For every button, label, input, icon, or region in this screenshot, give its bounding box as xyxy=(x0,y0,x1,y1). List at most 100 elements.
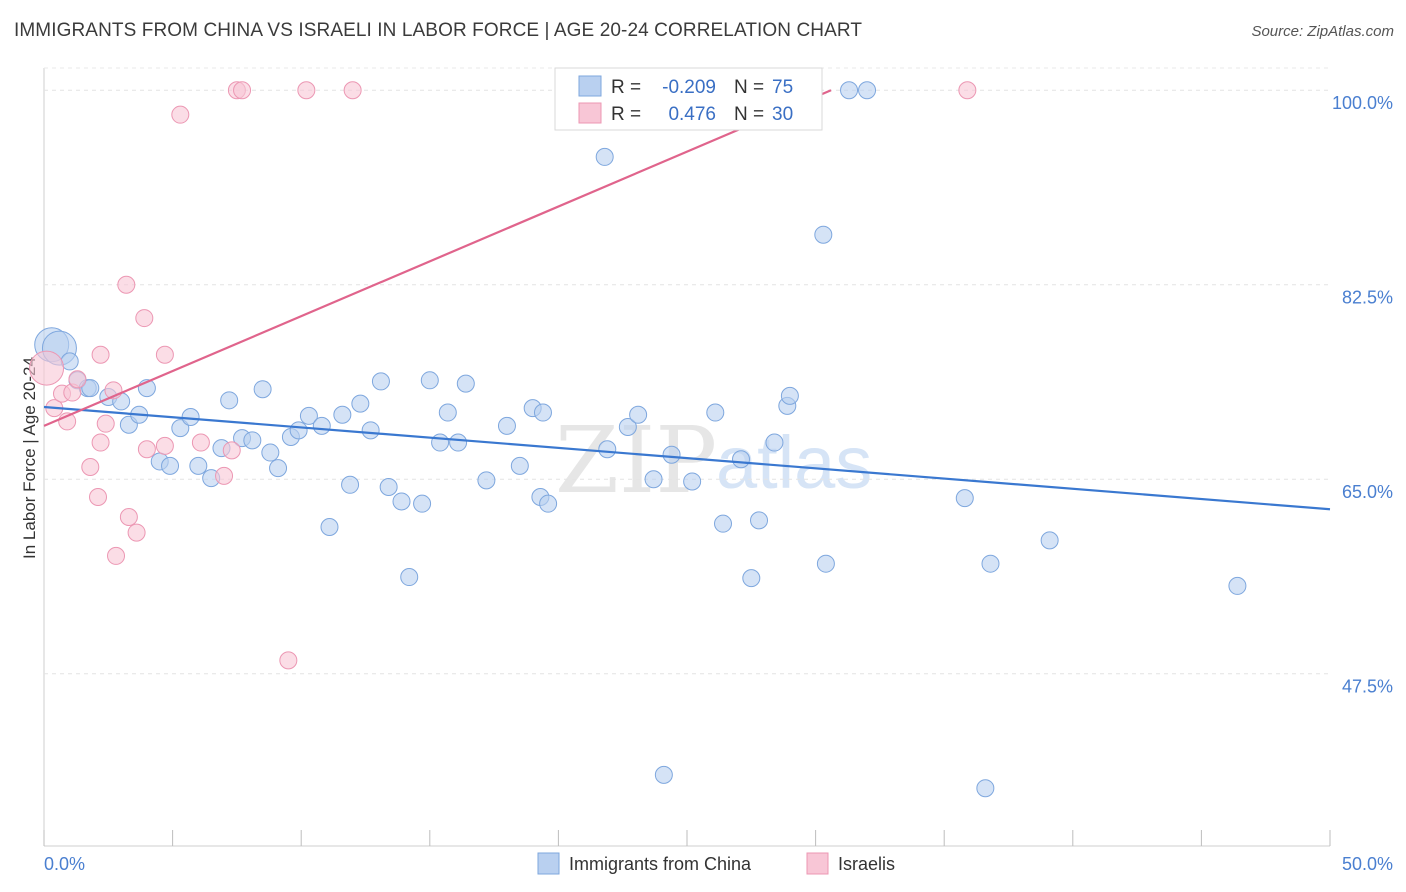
china-point xyxy=(420,371,439,390)
china-point xyxy=(171,419,190,438)
legend-bottom: Immigrants from China Israelis xyxy=(537,852,895,875)
legend-n-value-china: 75 xyxy=(772,77,793,98)
legend-swatch-china xyxy=(578,75,602,97)
china-point xyxy=(220,391,239,410)
china-point xyxy=(320,518,339,537)
legend-r-label-israel: R = xyxy=(611,104,641,125)
y-tick-label: 65.0% xyxy=(1342,482,1393,502)
china-point xyxy=(629,405,648,424)
y-tick-labels: 47.5% 65.0% 82.5% 100.0% xyxy=(1332,93,1393,697)
israel-point xyxy=(135,309,154,328)
trend-line-china xyxy=(43,405,1331,511)
china-point xyxy=(981,554,1000,573)
china-point xyxy=(598,440,617,459)
china-point xyxy=(533,403,552,422)
china-point xyxy=(654,765,673,784)
bottom-legend-label-china: Immigrants from China xyxy=(569,854,752,874)
israel-point xyxy=(68,370,87,389)
legend-n-value-israel: 30 xyxy=(772,104,793,125)
y-tick-label: 100.0% xyxy=(1332,93,1393,113)
china-point xyxy=(181,407,200,426)
china-point xyxy=(371,372,390,391)
china-point xyxy=(289,421,308,440)
series-israel-points xyxy=(29,81,977,670)
china-point xyxy=(742,569,761,588)
china-point xyxy=(1040,531,1059,550)
israel-point xyxy=(117,275,136,294)
legend-n-label-china: N = xyxy=(734,77,764,98)
china-point xyxy=(351,394,370,413)
china-point xyxy=(456,374,475,393)
china-point xyxy=(477,471,496,490)
china-point xyxy=(780,386,799,405)
legend-r-value-israel: 0.476 xyxy=(668,104,716,125)
china-point xyxy=(161,456,180,475)
israel-point xyxy=(215,466,234,485)
gridlines xyxy=(44,67,1330,675)
china-point xyxy=(662,445,681,464)
legend-top: R = -0.209 N = 75 R = 0.476 N = 30 xyxy=(554,67,823,131)
china-point xyxy=(81,379,100,398)
israel-point xyxy=(191,433,210,452)
israel-point xyxy=(171,105,190,124)
bottom-legend-label-israel: Israelis xyxy=(838,854,895,874)
china-point xyxy=(595,147,614,166)
x-tick-label-max: 50.0% xyxy=(1342,854,1393,874)
x-tick-label-min: 0.0% xyxy=(44,854,85,874)
legend-r-label-china: R = xyxy=(611,77,641,98)
china-point xyxy=(400,568,419,587)
israel-point xyxy=(119,508,138,527)
china-point xyxy=(261,443,280,462)
china-point xyxy=(189,456,208,475)
y-tick-label: 82.5% xyxy=(1342,288,1393,308)
israel-point xyxy=(107,546,126,565)
israel-point xyxy=(279,651,298,670)
china-point xyxy=(955,489,974,508)
israel-point xyxy=(137,440,156,459)
china-point xyxy=(644,470,663,489)
china-point xyxy=(392,492,411,511)
china-point xyxy=(449,433,468,452)
china-point xyxy=(618,417,637,436)
china-point xyxy=(1228,576,1247,595)
china-point xyxy=(510,456,529,475)
china-point xyxy=(243,431,262,450)
china-point xyxy=(312,416,331,435)
china-point xyxy=(858,81,877,100)
israel-point xyxy=(155,436,174,455)
china-point xyxy=(299,406,318,425)
china-point xyxy=(706,403,725,422)
legend-swatch-israel xyxy=(578,102,602,124)
israel-point xyxy=(233,81,252,100)
china-point xyxy=(269,459,288,478)
china-point xyxy=(333,405,352,424)
y-axis-label: In Labor Force | Age 20-24 xyxy=(20,357,39,559)
china-point xyxy=(976,779,995,798)
legend-r-value-china: -0.209 xyxy=(662,77,716,98)
china-point xyxy=(539,494,558,513)
china-point xyxy=(683,472,702,491)
china-point xyxy=(253,380,272,399)
china-point xyxy=(840,81,859,100)
china-point xyxy=(497,416,516,435)
series-china-points xyxy=(34,81,1247,798)
y-tick-label: 47.5% xyxy=(1342,677,1393,697)
china-point xyxy=(816,554,835,573)
bottom-legend-swatch-israel xyxy=(806,852,829,875)
china-point xyxy=(361,421,380,440)
china-point xyxy=(750,511,769,530)
israel-point xyxy=(91,433,110,452)
israel-point xyxy=(96,414,115,433)
china-point xyxy=(413,494,432,513)
source-label: Source: ZipAtlas.com xyxy=(1251,23,1394,40)
israel-point xyxy=(155,345,174,364)
china-point xyxy=(341,475,360,494)
trend-line-israel xyxy=(43,89,832,427)
israel-point xyxy=(89,488,108,507)
bottom-legend-swatch-china xyxy=(537,852,560,875)
china-point xyxy=(765,433,784,452)
israel-point xyxy=(222,441,241,460)
israel-point xyxy=(297,81,316,100)
china-point xyxy=(431,433,450,452)
